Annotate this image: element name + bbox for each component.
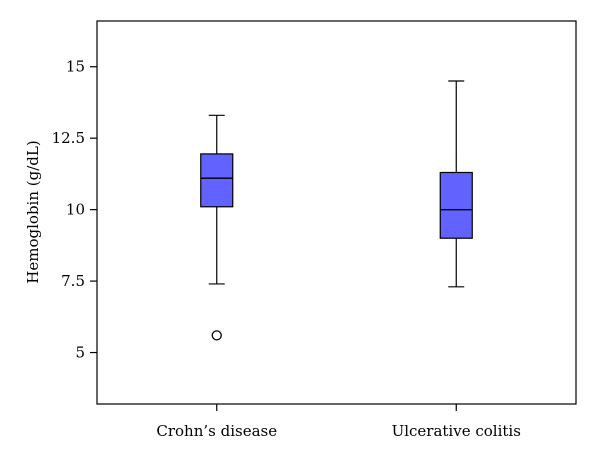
boxes-layer [200,80,473,341]
y-tick-label: 15 [66,58,85,76]
x-tick-label: Crohn’s disease [156,422,277,440]
outlier-point [211,330,222,341]
y-tick-label: 5 [75,344,85,362]
y-axis-label: Hemoglobin (g/dL) [24,140,42,283]
y-axis: 5 7.5 10 12.5 15 [52,58,97,362]
box-group [200,114,234,341]
x-axis: Crohn’s disease Ulcerative colitis [156,404,521,440]
plot-frame [96,20,577,405]
box [439,171,473,239]
y-tick-label: 12.5 [52,129,85,147]
y-tick-label: 10 [66,201,85,219]
x-tick-label: Ulcerative colitis [392,422,521,440]
box [200,153,234,208]
box-group [439,80,473,288]
y-tick-label: 7.5 [61,272,85,290]
